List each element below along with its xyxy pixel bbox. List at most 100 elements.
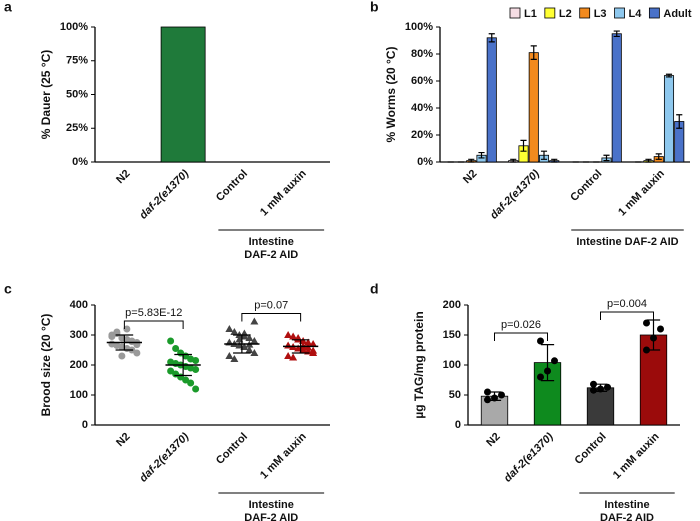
- x-tick-label: 1 mM auxin: [611, 430, 662, 481]
- data-point: [484, 388, 491, 396]
- group-label: DAF-2 AID: [244, 512, 298, 521]
- error-bar: [655, 153, 662, 160]
- error-bar: [676, 114, 683, 129]
- panel-letter: a: [4, 0, 12, 15]
- data-point: [192, 385, 200, 393]
- data-point: [187, 379, 195, 387]
- y-tick-label: 100: [443, 359, 461, 371]
- x-tick-label: Control: [568, 168, 604, 204]
- y-tick-label: 150: [443, 329, 461, 341]
- bar: [586, 387, 615, 426]
- y-tick-label: 40%: [411, 102, 433, 114]
- legend-label: Adult: [663, 8, 691, 20]
- y-tick-label: 0%: [72, 156, 88, 168]
- data-point: [498, 391, 505, 399]
- data-point: [484, 396, 491, 404]
- group-label: Intestine: [249, 499, 294, 511]
- group-label: Intestine: [249, 236, 294, 248]
- data-point: [172, 345, 180, 352]
- data-point: [643, 319, 650, 327]
- data-point: [309, 346, 318, 354]
- data-point: [118, 352, 126, 360]
- x-tick-label: 1 mM auxin: [616, 167, 667, 218]
- error-bar: [520, 139, 527, 152]
- data-point: [590, 380, 597, 388]
- data-point: [657, 325, 664, 333]
- y-tick-label: 0: [82, 419, 88, 431]
- data-point: [225, 352, 234, 359]
- data-point: [245, 346, 254, 353]
- bar: [486, 37, 497, 163]
- error-bar: [174, 353, 192, 377]
- y-axis-label: Brood size (20 °C): [39, 314, 53, 417]
- p-value: p=0.004: [607, 298, 647, 310]
- data-point: [113, 330, 121, 337]
- data-point: [250, 349, 259, 356]
- group-label: Intestine DAF-2 AID: [576, 236, 678, 248]
- y-tick-label: 75%: [66, 55, 88, 67]
- bar: [611, 33, 622, 163]
- data-point: [192, 366, 200, 373]
- data-point: [289, 332, 298, 340]
- data-point: [551, 357, 558, 365]
- error-bar: [665, 73, 673, 78]
- data-point: [491, 394, 498, 402]
- legend-label: L1: [524, 8, 537, 20]
- x-tick-label: 1 mM auxin: [258, 167, 309, 218]
- bar: [160, 26, 206, 163]
- legend-swatch: [614, 7, 625, 19]
- error-bar: [478, 151, 485, 159]
- error-bar: [645, 158, 652, 163]
- y-tick-label: 50: [449, 389, 461, 401]
- data-point: [284, 331, 293, 338]
- y-tick-label: 200: [70, 359, 88, 371]
- x-tick-label: daf-2(e1370): [137, 167, 191, 221]
- group-label: Intestine: [604, 499, 649, 511]
- x-tick-label: 1 mM auxin: [258, 430, 309, 481]
- y-tick-label: 0%: [417, 156, 433, 168]
- error-bar: [603, 154, 610, 162]
- data-point: [192, 357, 200, 364]
- y-tick-label: 80%: [411, 48, 433, 60]
- bar: [663, 75, 675, 163]
- x-tick-label: Control: [214, 431, 250, 467]
- y-tick-label: 25%: [66, 122, 88, 134]
- panel-letter: d: [370, 281, 379, 297]
- x-tick-label: daf-2(e1370): [137, 430, 191, 484]
- data-point: [133, 349, 141, 357]
- y-tick-label: 0: [455, 419, 461, 431]
- data-point: [537, 373, 544, 381]
- y-tick-label: 100%: [405, 21, 433, 33]
- error-bar: [530, 45, 537, 60]
- data-point: [167, 337, 175, 345]
- data-point: [643, 346, 650, 354]
- x-tick-label: Control: [573, 431, 609, 467]
- data-point: [537, 337, 544, 345]
- data-point: [284, 352, 293, 359]
- data-point: [304, 338, 313, 346]
- data-point: [597, 385, 604, 393]
- x-tick-label: N2: [461, 168, 479, 186]
- panel-letter: b: [370, 0, 379, 15]
- y-tick-label: 100%: [60, 21, 88, 33]
- legend-swatch: [544, 7, 556, 19]
- significance-bracket: [123, 320, 184, 329]
- error-bar: [468, 158, 475, 163]
- x-tick-label: Control: [214, 168, 250, 204]
- group-label: DAF-2 AID: [244, 249, 298, 261]
- y-tick-label: 60%: [411, 75, 433, 87]
- panel-letter: c: [4, 281, 12, 297]
- p-value: p=0.07: [254, 299, 288, 311]
- error-bar: [551, 158, 558, 163]
- data-point: [604, 383, 611, 391]
- x-tick-label: daf-2(e1370): [502, 430, 556, 484]
- significance-bracket: [600, 311, 654, 320]
- y-tick-label: 400: [70, 299, 88, 311]
- x-tick-label: N2: [484, 431, 502, 449]
- error-bar: [540, 150, 548, 160]
- group-label: DAF-2 AID: [600, 512, 654, 521]
- y-axis-label: µg TAG/mg protein: [412, 311, 426, 418]
- data-point: [590, 386, 597, 394]
- significance-bracket: [241, 313, 302, 322]
